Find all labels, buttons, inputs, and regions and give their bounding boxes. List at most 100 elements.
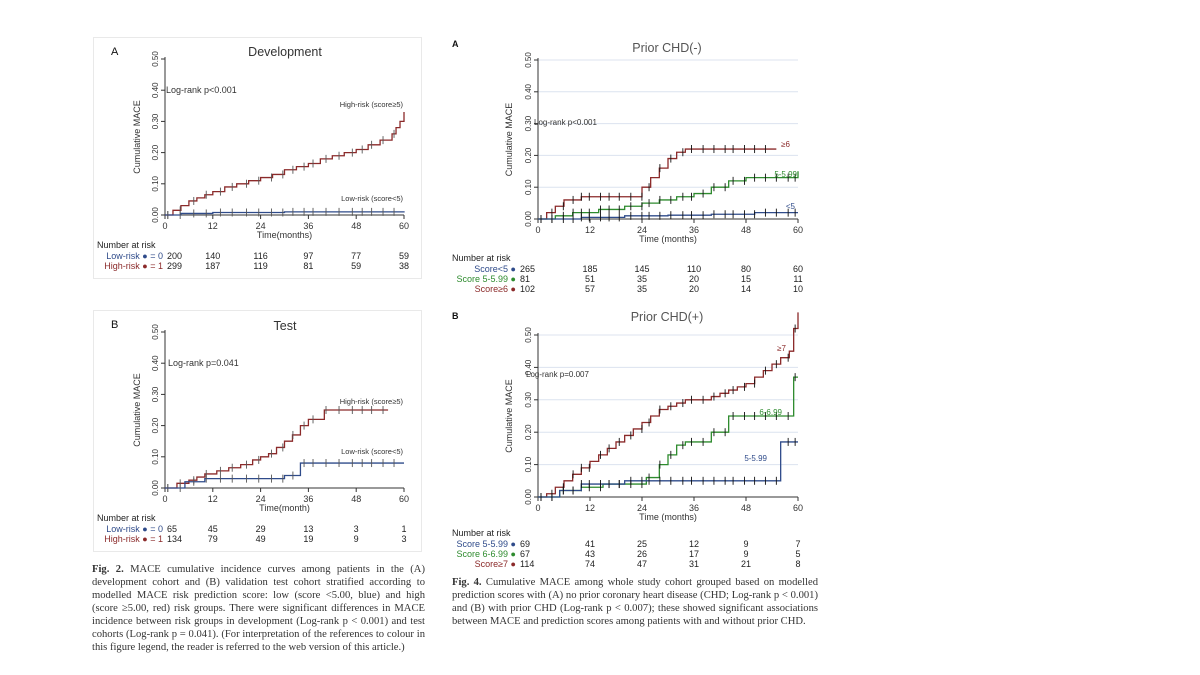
fig2-caption: Fig. 2. MACE cumulative incidence curves… <box>92 563 425 654</box>
fig2-panel-b <box>93 310 422 552</box>
x-tick-label: 0 <box>162 494 167 504</box>
risk-value: 43 <box>584 549 595 559</box>
series-0-line <box>165 409 389 489</box>
risk-value: 97 <box>303 251 314 261</box>
y-tick-label: 0.20 <box>524 424 533 440</box>
risk-value: 81 <box>520 274 531 284</box>
x-tick-label: 24 <box>637 225 647 235</box>
risk-value: 20 <box>688 274 699 284</box>
y-tick-label: 0.00 <box>524 211 533 227</box>
series-label: 5-5.99 <box>774 170 797 179</box>
risk-value: 19 <box>303 534 314 544</box>
risk-value: 29 <box>255 524 266 534</box>
x-tick-label: 48 <box>351 221 361 231</box>
risk-value: 17 <box>688 549 699 559</box>
risk-value: 13 <box>303 524 314 534</box>
chart-title: Prior CHD(+) <box>631 310 704 324</box>
fig4b-risk-table: Number at risk Score 5-5.99 ● 69 41 25 12 9 7 Sc… <box>452 528 817 570</box>
risk-row-label: Score 5-5.99 ● <box>456 539 516 549</box>
risk-value: 1 <box>401 524 407 534</box>
y-tick-label: 0.50 <box>524 52 533 68</box>
series-label: High-risk (score≥5) <box>340 397 404 406</box>
risk-value: 38 <box>398 261 409 271</box>
risk-value: 14 <box>740 284 751 294</box>
risk-value: 3 <box>353 524 359 534</box>
x-tick-label: 0 <box>535 225 540 235</box>
risk-row-label: Score 5-5.99 ● <box>456 274 516 284</box>
panel-letter: B <box>452 311 459 321</box>
risk-value: 35 <box>636 274 647 284</box>
series-label: 6-6.99 <box>759 408 782 417</box>
risk-value: 200 <box>167 251 183 261</box>
risk-value: 21 <box>740 559 751 569</box>
y-tick-label: 0.20 <box>524 147 533 163</box>
fig4-caption: Fig. 4. Cumulative MACE among whole stud… <box>452 576 818 628</box>
y-tick-label: 0.30 <box>151 113 160 129</box>
risk-row-label: Score≥7 ● <box>474 559 516 569</box>
risk-table-header: Number at risk <box>452 253 511 263</box>
risk-value: 49 <box>255 534 266 544</box>
risk-value: 3 <box>401 534 407 544</box>
y-tick-label: 0.40 <box>151 355 160 371</box>
y-tick-label: 0.50 <box>151 51 160 67</box>
series-label: Low-risk (score<5) <box>341 194 403 203</box>
series-label: ≥7 <box>777 344 786 353</box>
risk-row-label: Score≥6 ● <box>474 284 516 294</box>
x-tick-label: 48 <box>741 225 751 235</box>
risk-value: 265 <box>520 264 536 274</box>
risk-value: 7 <box>795 539 801 549</box>
risk-value: 9 <box>743 549 749 559</box>
risk-value: 299 <box>167 261 183 271</box>
y-axis-label: Cumulative MACE <box>132 373 142 447</box>
logrank-label: Log-rank p<0.001 <box>166 85 237 95</box>
fig2-caption-prefix: Fig. 2. <box>92 564 124 575</box>
x-tick-label: 24 <box>637 503 647 513</box>
y-tick-label: 0.30 <box>524 115 533 131</box>
y-axis-label: Cumulative MACE <box>132 100 142 174</box>
risk-value: 116 <box>253 251 268 261</box>
risk-row-label: High-risk ● = 1 <box>104 534 163 544</box>
risk-value: 145 <box>634 264 650 274</box>
risk-table-header: Number at risk <box>97 240 156 250</box>
y-tick-label: 0.00 <box>151 480 160 496</box>
x-tick-label: 36 <box>689 503 699 513</box>
fig2a-chart: A Development 0.00 0.10 0.20 0.30 0.40 0.50 0 12 2… <box>111 45 409 240</box>
series-label: 5-5.99 <box>744 454 767 463</box>
y-tick-label: 0.10 <box>524 456 533 472</box>
panel-letter: B <box>111 319 118 331</box>
risk-value: 15 <box>740 274 751 284</box>
logrank-label: Log-rank p<0.001 <box>534 118 597 127</box>
x-tick-label: 48 <box>351 494 361 504</box>
chart-title: Test <box>274 319 297 333</box>
risk-row-label: Score<5 ● <box>474 264 516 274</box>
fig2a-risk-table: Number at risk Low-risk ● = 0 200 140 116 97 7… <box>93 240 423 280</box>
chart-title: Development <box>248 45 322 59</box>
risk-value: 60 <box>792 264 803 274</box>
fig2-caption-text: MACE cumulative incidence curves among p… <box>92 564 425 653</box>
x-tick-label: 60 <box>793 225 803 235</box>
series-2-line <box>538 441 798 498</box>
y-tick-label: 0.50 <box>524 327 533 343</box>
x-tick-label: 60 <box>399 494 409 504</box>
x-tick-label: 12 <box>585 225 595 235</box>
risk-value: 12 <box>688 539 699 549</box>
x-axis-label: Time (months) <box>639 234 697 244</box>
y-tick-label: 0.10 <box>151 448 160 464</box>
y-tick-label: 0.30 <box>524 391 533 407</box>
y-tick-label: 0.20 <box>151 144 160 160</box>
x-tick-label: 24 <box>256 494 266 504</box>
risk-value: 41 <box>584 539 595 549</box>
risk-table-header: Number at risk <box>97 513 156 523</box>
fig4-caption-text: Cumulative MACE among whole study cohort… <box>452 577 818 627</box>
risk-value: 9 <box>353 534 359 544</box>
x-tick-label: 36 <box>303 221 313 231</box>
x-tick-label: 12 <box>208 494 218 504</box>
risk-value: 102 <box>520 284 536 294</box>
risk-value: 51 <box>584 274 595 284</box>
series-0-line <box>538 312 799 498</box>
fig2b-chart: B Test 0.00 0.10 0.20 0.30 0.40 0.50 0 12 24 36 48 60… <box>111 319 409 513</box>
risk-row-label: Low-risk ● = 0 <box>106 524 163 534</box>
fig2b-risk-table: Number at risk Low-risk ● = 0 65 45 29 13 3 1 Hi… <box>93 513 423 553</box>
series-label: High-risk (score≥5) <box>340 100 404 109</box>
risk-value: 134 <box>167 534 183 544</box>
